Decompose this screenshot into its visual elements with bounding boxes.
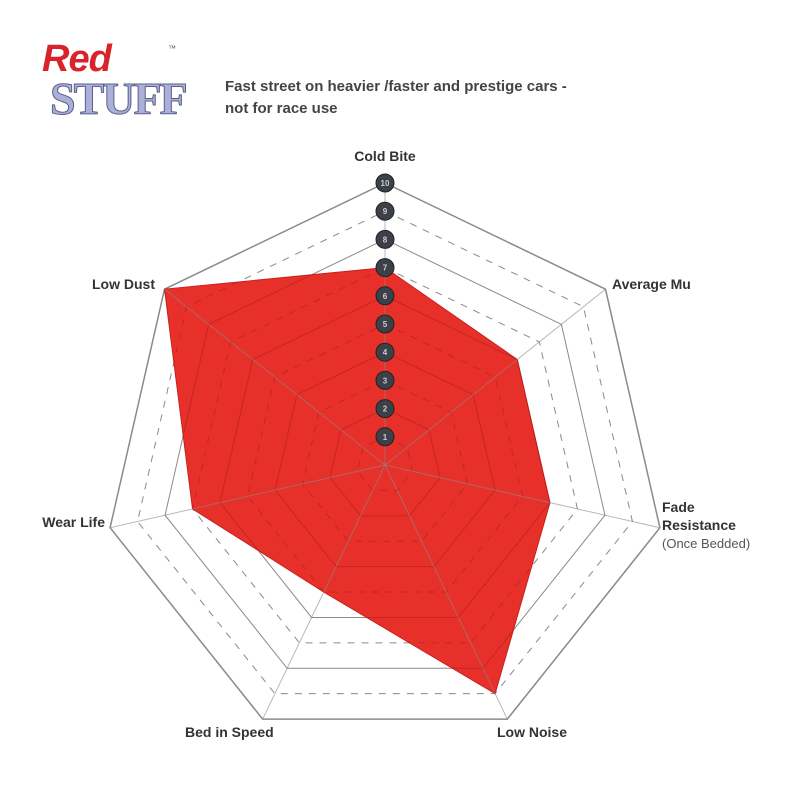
axis-sublabel-fade-resistance: (Once Bedded) bbox=[662, 536, 750, 551]
tick-marker-7 bbox=[375, 258, 395, 278]
inner-grid-ring-6 bbox=[219, 295, 550, 618]
axis-spoke-2 bbox=[384, 464, 661, 529]
chart-subtitle: Fast street on heavier /faster and prest… bbox=[225, 76, 567, 120]
tick-label: 8 bbox=[383, 235, 388, 244]
tick-label: 3 bbox=[383, 376, 388, 385]
tick-marker-10 bbox=[375, 173, 395, 193]
tick-label: 10 bbox=[381, 179, 390, 188]
inner-grid-ring-4 bbox=[274, 351, 496, 568]
axis-spoke-3 bbox=[384, 464, 508, 720]
axis-label-cold-bite: Cold Bite bbox=[354, 148, 416, 164]
tick-label: 6 bbox=[383, 292, 388, 301]
axis-label-average-mu: Average Mu bbox=[612, 276, 691, 292]
tick-label: 7 bbox=[383, 264, 388, 273]
tick-label: 4 bbox=[383, 348, 388, 357]
tick-label: 2 bbox=[383, 405, 388, 414]
grid-ring-9 bbox=[137, 210, 633, 695]
axis-label-fade-resistance: Fade Resistance bbox=[662, 499, 736, 533]
tick-marker-8 bbox=[375, 229, 395, 249]
tick-marker-1 bbox=[375, 427, 395, 447]
axis-spoke-6 bbox=[164, 288, 386, 466]
tick-label: 1 bbox=[383, 433, 388, 442]
axis-label-low-noise: Low Noise bbox=[497, 724, 567, 740]
logo-stuff: STUFF bbox=[50, 73, 189, 125]
tick-label: 5 bbox=[383, 320, 388, 329]
inner-grid-ring-1 bbox=[356, 436, 414, 491]
inner-grid-ring-2 bbox=[329, 408, 441, 517]
subtitle-line-1: Fast street on heavier /faster and prest… bbox=[225, 78, 567, 95]
subtitle-line-2: not for race use bbox=[225, 100, 338, 117]
inner-grid-ring-3 bbox=[301, 379, 469, 542]
axis-spoke-1 bbox=[384, 288, 606, 466]
axis-spoke-5 bbox=[109, 464, 386, 529]
tick-label: 9 bbox=[383, 207, 388, 216]
axis-label-wear-life: Wear Life bbox=[42, 514, 105, 530]
tick-marker-3 bbox=[375, 370, 395, 390]
tick-marker-4 bbox=[375, 342, 395, 362]
tick-marker-9 bbox=[375, 201, 395, 221]
tick-marker-6 bbox=[375, 286, 395, 306]
tick-marker-5 bbox=[375, 314, 395, 334]
data-area bbox=[163, 267, 551, 695]
tick-marker-2 bbox=[375, 399, 395, 419]
axis-label-bed-in-speed: Bed in Speed bbox=[185, 724, 274, 740]
logo-red: Red bbox=[42, 38, 112, 80]
inner-grid-ring-5 bbox=[246, 323, 524, 593]
logo-tm: ™ bbox=[168, 44, 176, 53]
grid-ring-10 bbox=[109, 182, 661, 720]
axis-spoke-4 bbox=[262, 464, 386, 720]
axis-label-low-dust: Low Dust bbox=[92, 276, 155, 292]
